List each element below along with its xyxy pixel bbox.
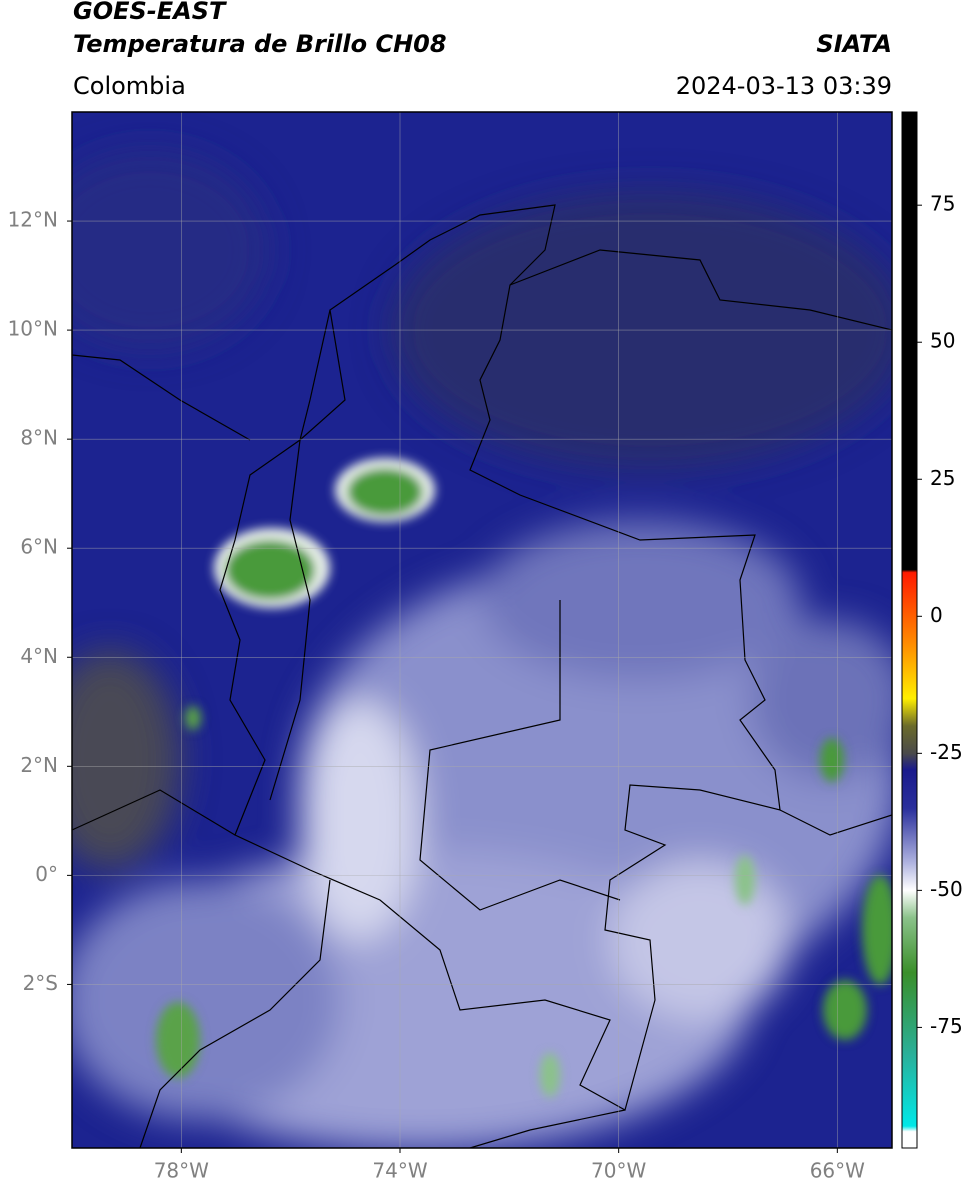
colorbar-tick-label: 50 — [930, 329, 955, 353]
lon-tick-label: 70°W — [591, 1159, 646, 1183]
lon-tick-label: 66°W — [810, 1159, 865, 1183]
lat-tick-label: 2°S — [23, 971, 58, 995]
datetime: 2024-03-13 03:39 — [676, 72, 892, 100]
map-frame — [71, 111, 893, 1149]
lon-tick-label: 74°W — [372, 1159, 427, 1183]
lat-tick-label: 2°N — [20, 753, 58, 777]
colorbar-tick-label: -50 — [930, 877, 963, 901]
lon-tick-label: 78°W — [154, 1159, 209, 1183]
lat-tick-label: 6°N — [20, 535, 58, 559]
colorbar-tick-label: -75 — [930, 1014, 963, 1038]
title: GOES-EAST — [73, 0, 227, 25]
country-borders — [72, 204, 892, 1148]
colorbar-tick-label: 0 — [930, 603, 943, 627]
source: SIATA — [816, 30, 892, 58]
subtitle: Temperatura de Brillo CH08 — [73, 30, 447, 58]
colorbar-tick-label: -25 — [930, 740, 963, 764]
region: Colombia — [73, 72, 186, 100]
lat-tick-label: 8°N — [20, 426, 58, 450]
colorbar-tick-label: 75 — [930, 192, 955, 216]
colorbar — [901, 111, 918, 1149]
lat-tick-label: 0° — [35, 862, 58, 886]
colorbar-tick-label: 25 — [930, 466, 955, 490]
lat-tick-label: 4°N — [20, 644, 58, 668]
satellite-image — [72, 112, 892, 1148]
lat-tick-label: 12°N — [8, 208, 58, 232]
grid — [72, 112, 892, 1148]
lat-tick-label: 10°N — [8, 317, 58, 341]
